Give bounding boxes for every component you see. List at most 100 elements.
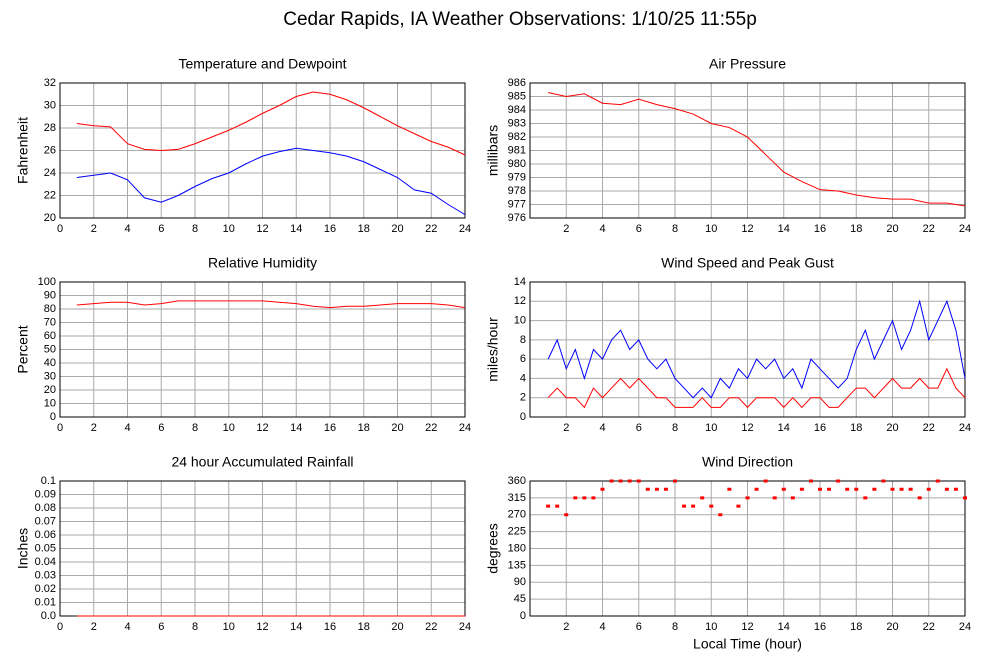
x-tick-label: 6 [636,621,642,633]
series-line [76,147,466,216]
x-tick-label: 2 [91,422,97,434]
x-tick-label: 18 [358,422,370,434]
x-tick-label: 14 [290,223,302,235]
y-tick-label: 26 [44,144,56,156]
point [618,479,623,483]
y-tick-label: 984 [508,104,526,116]
x-tick-label: 24 [959,223,971,235]
y-tick-label: 14 [514,276,526,288]
point [935,479,940,483]
x-tick-label: 6 [636,422,642,434]
x-tick-label: 18 [850,223,862,235]
point [772,496,777,500]
series-line [547,299,966,399]
point [754,487,759,491]
x-tick-label: 6 [158,223,164,235]
y-tick-label: 0.09 [35,488,56,500]
y-tick-label: 4 [520,372,526,384]
point [944,487,949,491]
y-tick-label: 0.02 [35,583,56,595]
point [781,487,786,491]
x-tick-label: 2 [563,621,569,633]
point [573,496,578,500]
x-axis-label: Local Time (hour) [693,636,802,652]
y-tick-label: 30 [44,370,56,382]
chart-title: 24 hour Accumulated Rainfall [171,454,353,470]
point [609,479,614,483]
x-tick-label: 16 [324,422,336,434]
y-tick-label: 0 [520,411,526,423]
plot-frame [529,82,966,219]
x-tick-label: 22 [923,223,935,235]
y-tick-label: 8 [520,334,526,346]
y-tick-label: 10 [44,397,56,409]
y-tick-label: 20 [44,384,56,396]
x-tick-label: 4 [599,621,605,633]
point [645,487,650,491]
y-tick-label: 50 [44,343,56,355]
x-tick-label: 6 [158,621,164,633]
y-tick-label: 0.0 [41,610,56,622]
x-tick-label: 18 [358,621,370,633]
y-tick-label: 28 [44,122,56,134]
point [736,504,741,508]
y-tick-label: 60 [44,330,56,342]
x-tick-label: 4 [124,422,130,434]
point [654,487,659,491]
y-tick-label: 981 [508,144,526,156]
point [963,496,967,500]
y-tick-label: 90 [44,289,56,301]
x-tick-label: 4 [124,223,130,235]
x-tick-label: 18 [850,621,862,633]
y-tick-label: 0.01 [35,596,56,608]
x-tick-label: 14 [290,422,302,434]
x-tick-label: 16 [814,223,826,235]
plot-frame [529,281,966,418]
point [790,496,795,500]
y-tick-label: 30 [44,99,56,111]
point [818,487,822,491]
x-tick-label: 20 [886,223,898,235]
y-tick-label: 979 [508,171,526,183]
x-tick-label: 12 [741,621,753,633]
y-axis-label: degrees [485,523,501,574]
y-tick-label: 983 [508,117,526,129]
y-tick-label: 32 [44,77,56,89]
y-tick-label: 0.05 [35,542,56,554]
x-tick-label: 14 [778,223,790,235]
point [564,513,569,517]
x-tick-label: 24 [959,422,971,434]
y-tick-label: 980 [508,158,526,170]
x-tick-label: 10 [223,223,235,235]
y-axis-label: Fahrenheit [15,117,31,184]
y-tick-label: 70 [44,316,56,328]
x-tick-label: 10 [223,621,235,633]
point [555,504,560,508]
point [663,487,668,491]
y-tick-label: 90 [514,576,526,588]
y-tick-label: 0.07 [35,515,56,527]
x-tick-label: 22 [923,621,935,633]
x-tick-label: 18 [850,422,862,434]
x-tick-label: 8 [192,223,198,235]
x-tick-label: 16 [324,223,336,235]
x-tick-label: 20 [391,422,403,434]
y-tick-label: 270 [508,509,526,521]
point [727,487,732,491]
x-tick-label: 22 [425,621,437,633]
y-tick-label: 985 [508,90,526,102]
x-tick-label: 2 [91,621,97,633]
point [691,504,696,508]
y-tick-label: 0.08 [35,502,56,514]
x-tick-label: 12 [741,223,753,235]
point [953,487,958,491]
point [881,479,886,483]
y-tick-label: 225 [508,526,526,538]
series-line [76,91,466,156]
x-tick-label: 24 [959,621,971,633]
x-tick-label: 12 [256,422,268,434]
chart-title: Air Pressure [709,56,786,72]
plot-frame [59,281,466,418]
x-tick-label: 20 [886,621,898,633]
